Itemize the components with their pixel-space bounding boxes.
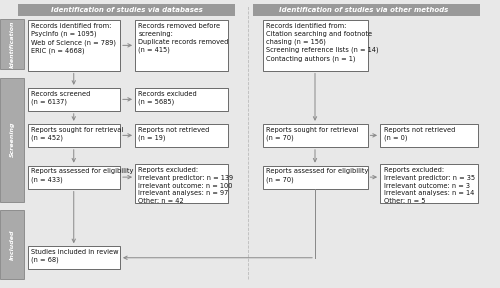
Text: Reports assessed for eligibility
(n = 70): Reports assessed for eligibility (n = 70… [266,168,368,183]
Bar [0,19,24,69]
Bar [28,88,120,111]
Bar [0,210,24,279]
Text: Reports sought for retrieval
(n = 452): Reports sought for retrieval (n = 452) [31,127,123,141]
Bar [262,166,368,189]
Bar [262,20,368,71]
Bar [135,88,228,111]
Text: Reports assessed for eligibility
(n = 433): Reports assessed for eligibility (n = 43… [31,168,134,183]
Text: Records excluded
(n = 5685): Records excluded (n = 5685) [138,91,197,105]
Text: Screening: Screening [10,122,14,158]
Bar [135,20,228,71]
Text: Records identified from:
PsycInfo (n = 1095)
Web of Science (n = 789)
ERIC (n = : Records identified from: PsycInfo (n = 1… [31,23,116,54]
Bar [380,124,478,147]
Text: Records screened
(n = 6137): Records screened (n = 6137) [31,91,90,105]
Bar [28,166,120,189]
Bar [28,20,120,71]
Text: Identification of studies via databases: Identification of studies via databases [50,7,203,13]
Text: Reports not retrieved
(n = 0): Reports not retrieved (n = 0) [384,127,455,141]
Bar [0,78,24,202]
Bar [252,4,480,16]
Text: Studies included in review
(n = 68): Studies included in review (n = 68) [31,249,118,263]
Bar [28,124,120,147]
Text: Reports not retrieved
(n = 19): Reports not retrieved (n = 19) [138,127,210,141]
Text: Included: Included [10,230,14,260]
Text: Reports sought for retrieval
(n = 70): Reports sought for retrieval (n = 70) [266,127,358,141]
Text: Reports excluded:
Irrelevant predictor: n = 35
Irrelevant outcome: n = 3
Irrelev: Reports excluded: Irrelevant predictor: … [384,167,474,204]
Text: Records removed before
screening:
Duplicate records removed
(n = 415): Records removed before screening: Duplic… [138,23,229,53]
Bar [380,164,478,203]
Text: Identification: Identification [10,20,14,68]
Bar [135,164,228,203]
Bar [262,124,368,147]
Text: Records identified from:
Citation searching and footnote
chasing (n = 156)
Scree: Records identified from: Citation search… [266,23,378,62]
Bar [18,4,235,16]
Bar [28,246,120,269]
Text: Identification of studies via other methods: Identification of studies via other meth… [280,7,448,13]
Text: Reports excluded:
Irrelevant predictor: n = 139
Irrelevant outcome: n = 100
Irre: Reports excluded: Irrelevant predictor: … [138,167,234,204]
Bar [135,124,228,147]
